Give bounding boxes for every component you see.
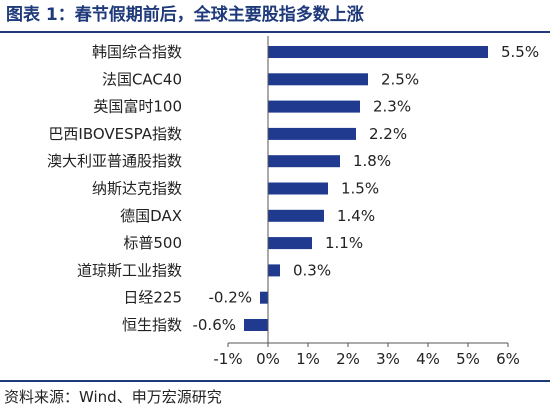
bar (268, 155, 340, 168)
bars-group (244, 46, 488, 331)
x-tick-label: 0% (256, 350, 280, 368)
value-label: 0.3% (293, 261, 331, 279)
title-divider (0, 31, 550, 33)
value-label: 1.5% (341, 180, 379, 198)
value-label: 2.3% (373, 98, 411, 116)
category-label: 巴西IBOVESPA指数 (48, 125, 182, 143)
chart-title: 图表 1：春节假期前后，全球主要股指多数上涨 (6, 5, 364, 25)
x-tick-label: 3% (376, 350, 400, 368)
x-tick-label: 4% (416, 350, 440, 368)
x-tick-label: -1% (213, 350, 242, 368)
value-label: 2.2% (369, 125, 407, 143)
x-tick-label: 1% (296, 350, 320, 368)
value-label: 5.5% (501, 43, 539, 61)
bar (260, 291, 268, 304)
bar (268, 182, 328, 195)
category-label: 澳大利亚普通股指数 (47, 152, 182, 170)
value-label: -0.2% (208, 289, 252, 307)
category-label: 德国DAX (120, 207, 182, 225)
category-label: 标普500 (123, 234, 182, 252)
x-tick-label: 6% (496, 350, 520, 368)
bar (244, 319, 268, 331)
category-label: 法国CAC40 (102, 70, 182, 88)
value-label: 1.1% (325, 234, 363, 252)
bar (268, 46, 488, 58)
bar (268, 100, 360, 113)
x-tick-label: 5% (456, 350, 480, 368)
category-label: 道琼斯工业指数 (77, 261, 182, 279)
bar (268, 237, 312, 250)
category-label: 韩国综合指数 (92, 43, 182, 61)
value-label: 1.8% (353, 152, 391, 170)
value-label: 2.5% (381, 70, 419, 88)
category-label: 英国富时100 (93, 98, 182, 116)
category-label: 纳斯达克指数 (92, 180, 182, 198)
x-tick-label: 2% (336, 350, 360, 368)
bar (268, 127, 356, 140)
value-label: 1.4% (337, 207, 375, 225)
value-labels-group: 5.5% 2.5% 2.3% 2.2% 1.8% 1.5% 1.4% 1.1% 0.3% -0.2… (192, 43, 539, 334)
bar (268, 209, 324, 222)
source-note: 资料来源：Wind、申万宏源研究 (4, 388, 222, 406)
x-axis-ticks-group: -1% 0% 1% 2% 3% 4% 5% 6% (213, 343, 520, 368)
bar (268, 73, 368, 86)
category-label: 日经225 (123, 289, 182, 307)
category-label: 恒生指数 (122, 316, 182, 334)
bar (268, 264, 280, 277)
value-label: -0.6% (192, 316, 236, 334)
footer-divider (0, 380, 550, 382)
